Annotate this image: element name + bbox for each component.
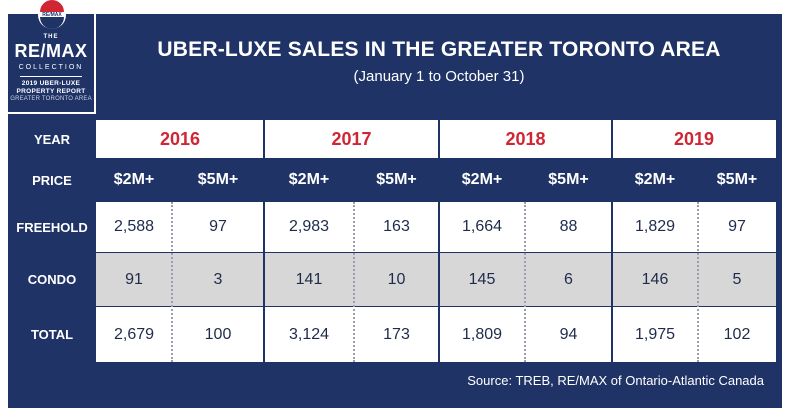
price-band-divider: [524, 202, 526, 362]
row-label-total: TOTAL: [30, 327, 74, 342]
year-group-divider: [611, 120, 613, 362]
table-row: [96, 253, 776, 306]
table-cell: 2,679: [113, 325, 155, 343]
year-header-2016: 2016: [96, 120, 264, 158]
logo-the: THE: [43, 34, 59, 40]
price-band-divider: [697, 202, 699, 362]
row-label-freehold: FREEHOLD: [16, 219, 88, 235]
year-header-2018: 2018: [439, 120, 612, 158]
price-band-2m: $2M+: [461, 171, 503, 188]
price-band-5m: $5M+: [376, 171, 417, 188]
year-row-label: YEAR: [33, 131, 71, 147]
price-band-5m: $5M+: [716, 171, 758, 188]
row-label-condo: CONDO: [27, 272, 77, 287]
table-cell: 173: [383, 325, 410, 343]
source-note: Source: TREB, RE/MAX of Ontario-Atlantic…: [467, 373, 764, 388]
remax-balloon-icon: RE/MAX: [38, 0, 66, 29]
price-band-2m: $2M+: [113, 171, 155, 188]
price-band-5m: $5M+: [548, 171, 589, 188]
logo-report-line3: GREATER TORONTO AREA: [10, 96, 92, 102]
year-header-2019: 2019: [612, 120, 776, 158]
table-cell: 5: [732, 270, 742, 288]
table-cell: 102: [723, 325, 751, 343]
table-cell: 3,124: [288, 325, 330, 343]
price-band-divider: [353, 202, 355, 362]
chart-title: UBER-LUXE SALES IN THE GREATER TORONTO A…: [157, 38, 721, 61]
chart-subtitle: (January 1 to October 31): [353, 68, 525, 85]
table-row: [96, 307, 776, 362]
remax-collection-logo: RE/MAX THE RE/MAX COLLECTION 2019 UBER-L…: [8, 0, 96, 114]
table-cell: 145: [468, 270, 496, 288]
year-header-2017: 2017: [264, 120, 439, 158]
table-cell: 2,983: [288, 218, 330, 235]
table-cell: 141: [295, 270, 323, 288]
year-group-divider: [263, 120, 265, 362]
table-cell: 2,588: [113, 218, 155, 235]
logo-badge-text: RE/MAX: [42, 12, 62, 18]
table-cell: 1,829: [634, 218, 676, 235]
price-band-2m: $2M+: [288, 171, 330, 188]
price-band-divider: [171, 202, 173, 362]
logo-collection: COLLECTION: [18, 64, 84, 71]
table-cell: 88: [559, 218, 578, 235]
table-cell: 100: [204, 325, 232, 343]
table-cell: 1,809: [461, 325, 503, 343]
logo-report-line1: 2019 UBER-LUXE: [21, 80, 81, 87]
logo-divider: [20, 76, 82, 77]
price-row-label: PRICE: [32, 172, 72, 188]
year-group-divider: [438, 120, 440, 362]
logo-brand: RE/MAX: [14, 41, 88, 61]
price-band-2m: $2M+: [634, 171, 676, 188]
table-cell: 91: [125, 270, 143, 288]
price-band-5m: $5M+: [197, 171, 239, 188]
table-cell: 6: [564, 270, 573, 288]
table-cell: 146: [641, 270, 669, 288]
table-cell: 10: [387, 270, 406, 288]
table-cell: 97: [209, 218, 227, 235]
table-row: [96, 202, 776, 252]
table-cell: 97: [728, 218, 746, 235]
table-cell: 3: [213, 270, 223, 288]
logo-report-line2: PROPERTY REPORT: [16, 88, 86, 95]
table-cell: 1,664: [461, 218, 503, 235]
table-cell: 94: [559, 325, 578, 343]
table-cell: 1,975: [634, 325, 676, 343]
table-cell: 163: [383, 218, 410, 235]
